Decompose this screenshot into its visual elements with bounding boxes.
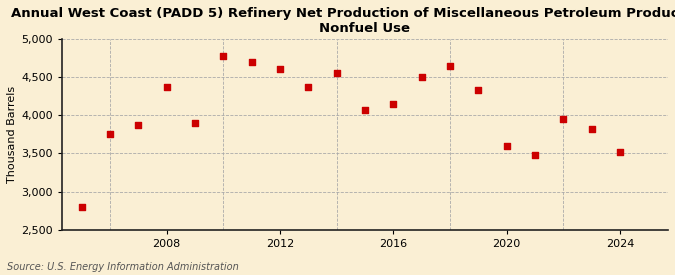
Point [445, 64, 456, 68]
Point [586, 126, 597, 131]
Point [161, 84, 172, 89]
Text: Source: U.S. Energy Information Administration: Source: U.S. Energy Information Administ… [7, 262, 238, 272]
Point [275, 67, 286, 72]
Point [218, 54, 229, 58]
Y-axis label: Thousand Barrels: Thousand Barrels [7, 86, 17, 183]
Point [331, 71, 342, 75]
Title: Annual West Coast (PADD 5) Refinery Net Production of Miscellaneous Petroleum Pr: Annual West Coast (PADD 5) Refinery Net … [11, 7, 675, 35]
Point [360, 107, 371, 112]
Point [133, 123, 144, 127]
Point [472, 88, 483, 93]
Point [529, 153, 540, 158]
Point [105, 132, 115, 136]
Point [614, 149, 625, 154]
Point [190, 121, 200, 125]
Point [388, 101, 399, 106]
Point [76, 205, 87, 209]
Point [416, 75, 427, 79]
Point [246, 60, 257, 64]
Point [303, 84, 314, 89]
Point [501, 144, 512, 148]
Point [558, 117, 568, 121]
